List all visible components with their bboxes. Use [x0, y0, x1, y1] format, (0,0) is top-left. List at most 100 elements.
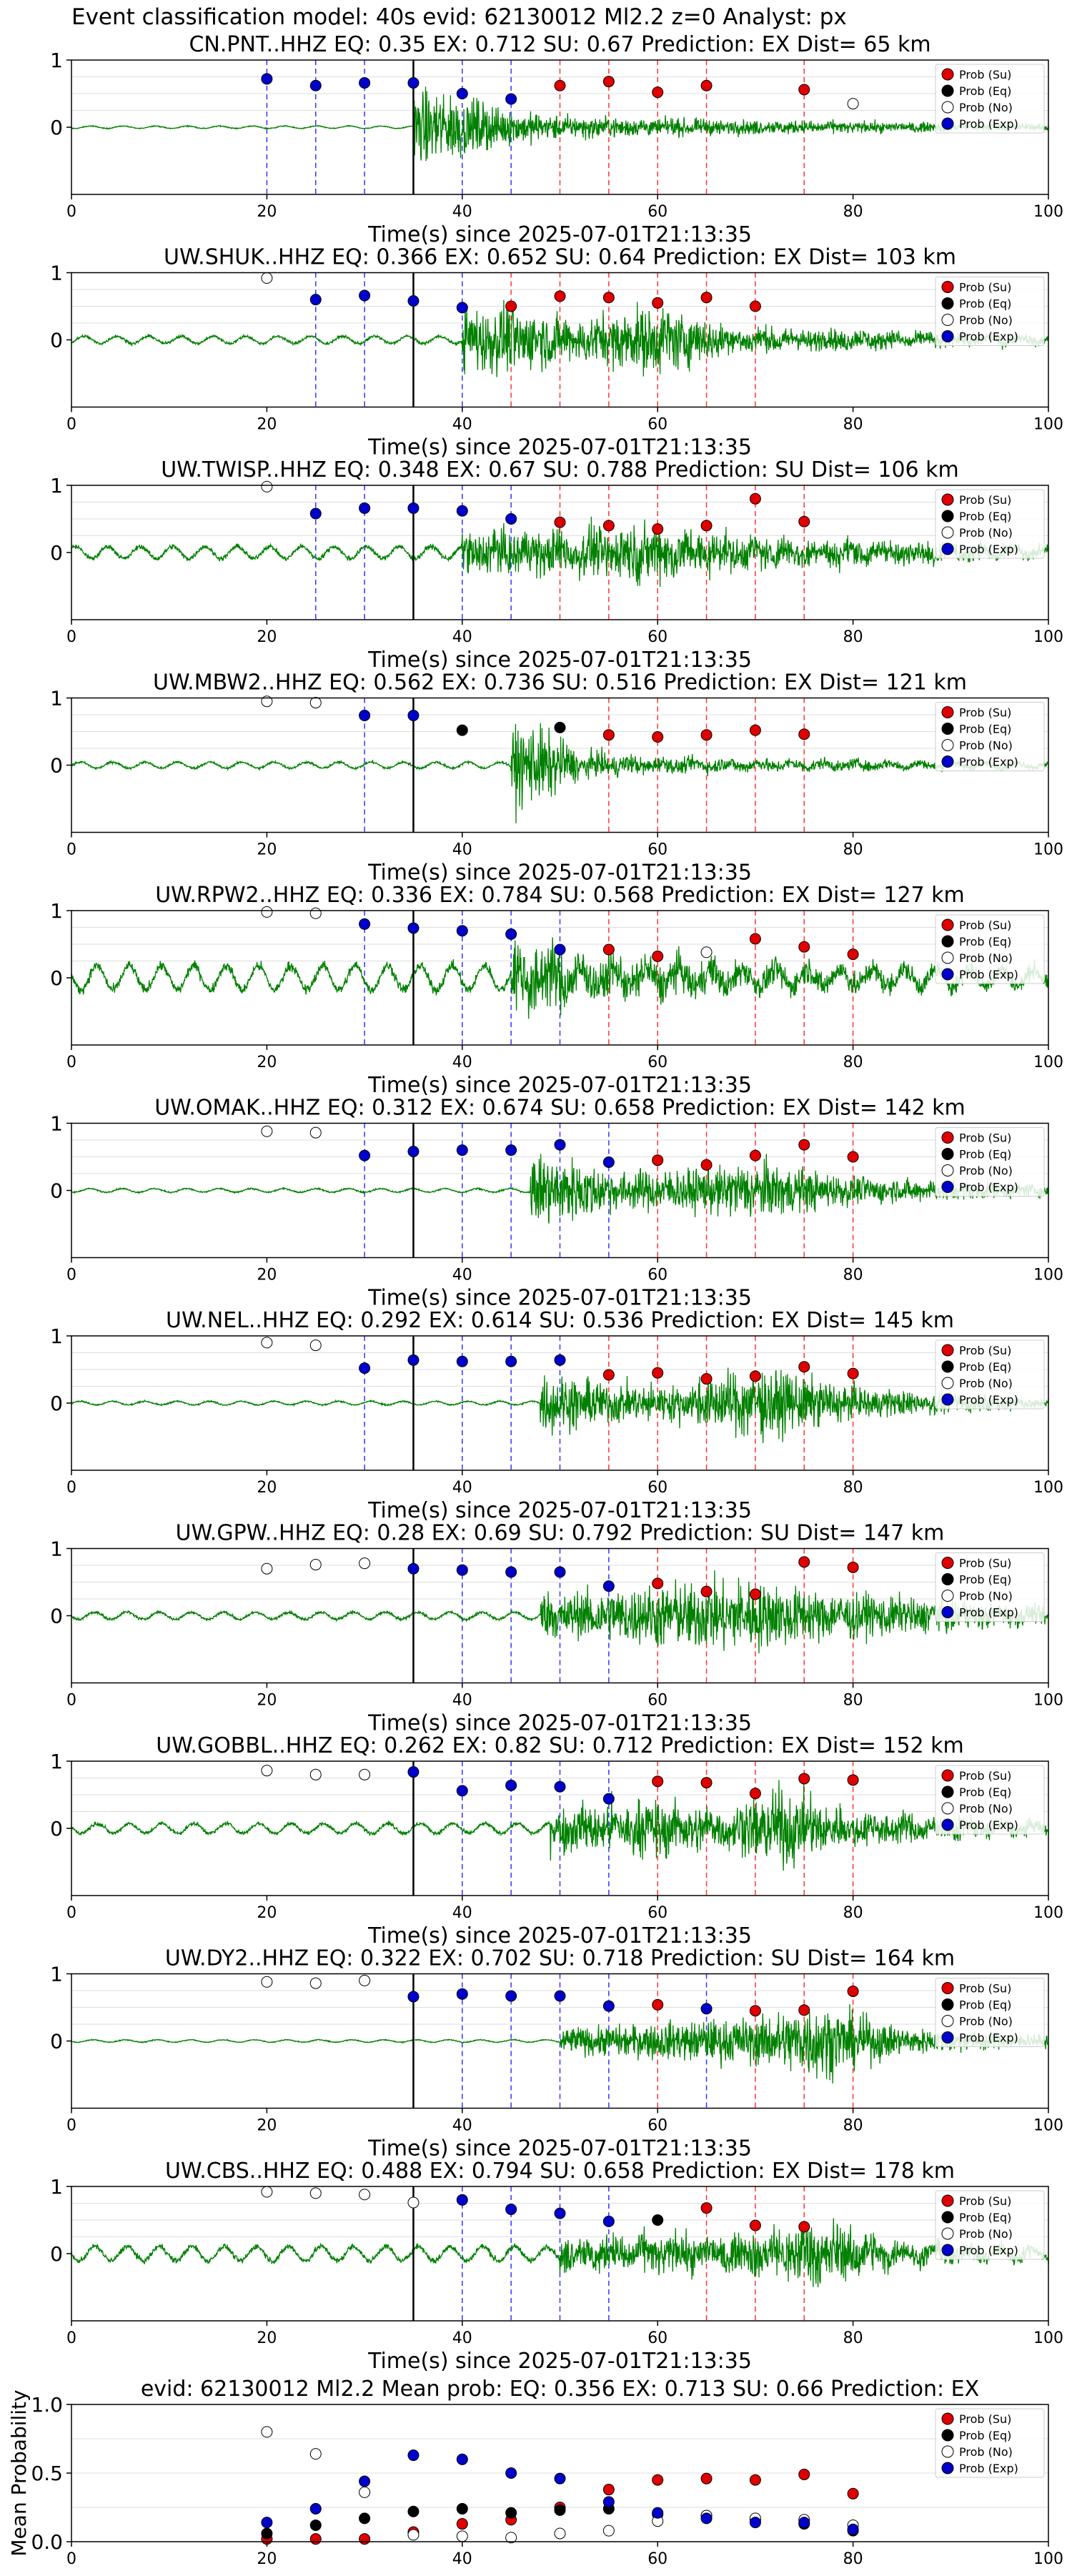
legend-label-su: Prob (Su)	[959, 2412, 1011, 2426]
mean-point-no	[602, 2525, 615, 2537]
prob-point-su	[700, 1777, 713, 1789]
legend-marker-no	[941, 2227, 954, 2240]
x-tick-label: 20	[257, 1479, 277, 1497]
x-tick-label: 40	[452, 203, 472, 221]
legend-label-exp: Prob (Exp)	[959, 2462, 1018, 2475]
prob-point-exp	[602, 2000, 615, 2012]
x-tick-label: 60	[647, 2550, 667, 2568]
legend-label-no: Prob (No)	[959, 1590, 1013, 1603]
prob-point-su	[749, 1788, 761, 1800]
legend-label-no: Prob (No)	[959, 2227, 1013, 2241]
prob-point-no	[700, 946, 713, 958]
legend-marker-exp	[941, 1393, 954, 1406]
legend-marker-su	[941, 1769, 954, 1782]
mean-point-exp	[847, 2523, 859, 2535]
prob-point-exp	[505, 1990, 517, 2002]
y-tick-label: 0	[50, 329, 63, 352]
legend-label-eq: Prob (Eq)	[959, 1785, 1011, 1799]
chart-panel-3: UW.TWISP..HHZ EQ: 0.348 EX: 0.67 SU: 0.7…	[50, 457, 1063, 673]
x-axis-label: Time(s) since 2025-07-01T21:13:35	[367, 1073, 752, 1098]
chart-panel-11: UW.CBS..HHZ EQ: 0.488 EX: 0.794 SU: 0.65…	[50, 2159, 1063, 2374]
x-tick-label: 20	[257, 2550, 277, 2568]
x-tick-label: 80	[843, 203, 863, 221]
y-tick-label: 1	[50, 899, 63, 923]
legend-marker-eq	[941, 1148, 954, 1160]
x-axis-label: Time(s) since 2025-07-01T21:13:35	[367, 648, 752, 673]
prob-point-exp	[261, 73, 273, 85]
legend-box	[935, 1552, 1045, 1622]
x-tick-label: 20	[257, 1267, 277, 1284]
prob-point-eq	[554, 721, 566, 733]
mean-point-no	[309, 2448, 322, 2460]
legend-label-exp: Prob (Exp)	[959, 2244, 1018, 2257]
legend-marker-no	[941, 526, 954, 539]
mean-point-exp	[602, 2496, 615, 2508]
x-tick-label: 80	[843, 416, 863, 434]
prob-point-su	[652, 523, 664, 535]
x-tick-label: 40	[452, 628, 472, 646]
x-axis-label: Time(s) since 2025-07-01T21:13:35	[367, 2136, 752, 2161]
x-tick-label: 60	[647, 1267, 667, 1284]
legend-marker-su	[941, 706, 954, 718]
legend-marker-eq	[941, 1998, 954, 2011]
mean-point-su	[309, 2533, 322, 2545]
prob-point-no	[359, 1557, 371, 1570]
mean-point-su	[456, 2518, 468, 2530]
legend-label-su: Prob (Su)	[959, 1982, 1011, 1996]
y-tick-label: 0	[50, 966, 63, 990]
chart-title: UW.GPW..HHZ EQ: 0.28 EX: 0.69 SU: 0.792 …	[176, 1521, 945, 1546]
legend-marker-eq	[941, 1360, 954, 1373]
prob-point-exp	[309, 79, 322, 91]
prob-point-exp	[554, 1139, 566, 1151]
prob-point-su	[749, 2005, 761, 2017]
prob-point-exp	[700, 2003, 713, 2015]
prob-point-su	[602, 520, 615, 532]
legend-label-eq: Prob (Eq)	[959, 723, 1011, 736]
prob-point-exp	[407, 709, 420, 721]
y-tick-label: 1	[50, 2175, 63, 2199]
prob-point-exp	[359, 76, 371, 89]
prob-point-exp	[456, 1564, 468, 1576]
legend-marker-eq	[941, 2211, 954, 2224]
waveform-trace	[71, 86, 1049, 162]
waveform-trace	[71, 1780, 1049, 1871]
legend-marker-su	[941, 2412, 954, 2425]
prob-point-exp	[359, 709, 371, 721]
x-tick-label: 40	[452, 1267, 472, 1284]
prob-point-su	[652, 1577, 664, 1590]
legend-label-su: Prob (Su)	[959, 1557, 1011, 1570]
mean-point-eq	[505, 2507, 517, 2519]
prob-point-exp	[602, 1580, 615, 1592]
x-tick-label: 0	[66, 1904, 76, 1922]
prob-point-exp	[456, 88, 468, 99]
legend-label-eq: Prob (Eq)	[959, 297, 1011, 311]
x-tick-label: 80	[843, 1904, 863, 1922]
prob-point-exp	[505, 1779, 517, 1791]
mean-point-eq	[359, 2512, 371, 2525]
prob-point-exp	[554, 2207, 566, 2219]
prob-point-exp	[359, 918, 371, 930]
prob-point-exp	[309, 294, 322, 306]
legend-marker-exp	[941, 1818, 954, 1831]
waveform-trace	[71, 2218, 1049, 2288]
y-tick-label: 0	[50, 116, 63, 139]
mean-point-no	[261, 2426, 273, 2438]
y-tick-label: 0	[50, 2030, 63, 2054]
legend-box	[935, 2190, 1045, 2260]
prob-point-exp	[554, 1354, 566, 1366]
mean-point-exp	[700, 2512, 713, 2525]
legend-box	[935, 277, 1045, 346]
prob-point-no	[261, 1125, 273, 1137]
chart-title: UW.MBW2..HHZ EQ: 0.562 EX: 0.736 SU: 0.5…	[153, 670, 967, 695]
x-tick-label: 40	[452, 1054, 472, 1071]
prob-point-su	[652, 1998, 664, 2011]
y-tick-label: 0	[50, 1817, 63, 1841]
prob-point-su	[798, 2004, 810, 2016]
legend-label-su: Prob (Su)	[959, 281, 1011, 294]
chart-panel-4: UW.MBW2..HHZ EQ: 0.562 EX: 0.736 SU: 0.5…	[50, 670, 1063, 886]
x-tick-label: 100	[1033, 841, 1063, 859]
x-tick-label: 0	[66, 1267, 76, 1284]
chart-panel-5: UW.RPW2..HHZ EQ: 0.336 EX: 0.784 SU: 0.5…	[50, 883, 1063, 1098]
prob-point-su	[700, 79, 713, 91]
